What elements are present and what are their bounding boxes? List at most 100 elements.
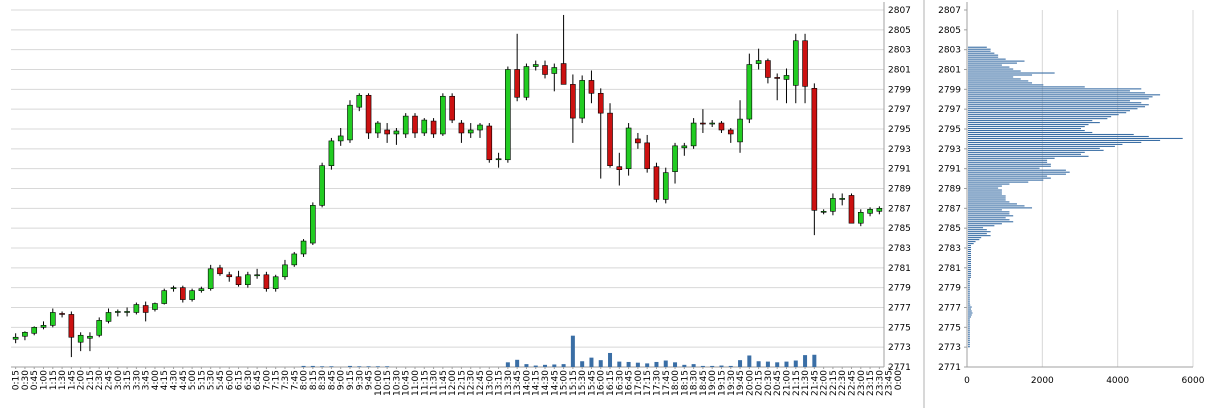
candle-body bbox=[105, 312, 112, 322]
profile-bar bbox=[968, 58, 1006, 60]
x-tick-label: 16:45 bbox=[625, 370, 635, 396]
x-tick-label: 12:00 bbox=[448, 370, 458, 396]
x-tick-label: 22:15 bbox=[829, 370, 839, 396]
profile-bar bbox=[968, 181, 1029, 183]
profile-bar bbox=[968, 268, 972, 270]
volume-bar bbox=[366, 366, 371, 367]
x-tick-label: 16:30 bbox=[615, 370, 625, 396]
x-tick-label: 5:15 bbox=[197, 370, 207, 390]
candle-body bbox=[458, 122, 465, 134]
profile-bar bbox=[968, 203, 1017, 205]
profile-bar bbox=[968, 207, 1033, 209]
candle-body bbox=[514, 69, 520, 98]
profile-bar bbox=[968, 314, 972, 316]
profile-bar bbox=[968, 157, 1055, 159]
x-tick-label: 8:30 bbox=[318, 370, 328, 390]
profile-bar bbox=[968, 213, 1010, 215]
profile-bar bbox=[968, 153, 1081, 155]
y-tick-label: 2807 bbox=[888, 6, 911, 16]
profile-bar bbox=[968, 308, 972, 310]
profile-bar bbox=[968, 161, 1048, 163]
candle-body bbox=[115, 311, 121, 313]
profile-bar bbox=[968, 225, 995, 227]
profile-bar bbox=[968, 80, 1029, 82]
profile-y-tick-label: 2781 bbox=[938, 264, 961, 274]
candle-body bbox=[421, 119, 428, 134]
candle-body bbox=[607, 112, 613, 166]
x-tick-label: 10:00 bbox=[374, 370, 384, 396]
profile-bar bbox=[968, 300, 970, 302]
profile-bar bbox=[968, 318, 970, 320]
profile-bar bbox=[968, 66, 1010, 68]
profile-bar bbox=[968, 90, 1130, 92]
x-tick-label: 2:00 bbox=[77, 370, 87, 390]
profile-bar bbox=[968, 217, 1006, 219]
x-tick-label: 3:15 bbox=[123, 370, 133, 390]
candle-body bbox=[337, 135, 344, 142]
x-tick-label: 17:45 bbox=[662, 370, 672, 396]
profile-bar bbox=[968, 227, 984, 229]
x-tick-label: 9:15 bbox=[346, 370, 356, 390]
volume-bar bbox=[765, 361, 770, 367]
volume-bar bbox=[654, 361, 659, 367]
candle-body bbox=[867, 209, 873, 214]
profile-bar bbox=[968, 50, 991, 52]
profile-x-tick-label: 4000 bbox=[1106, 376, 1129, 386]
profile-bar bbox=[968, 324, 970, 326]
x-tick-label: 14:00 bbox=[522, 370, 532, 396]
profile-bar bbox=[968, 229, 987, 231]
volume-bar bbox=[580, 361, 585, 367]
profile-y-tick-label: 2795 bbox=[938, 125, 961, 135]
candle-body bbox=[198, 288, 205, 291]
profile-bar bbox=[968, 245, 972, 247]
profile-bar bbox=[968, 149, 1104, 151]
candle-body bbox=[532, 64, 539, 67]
candle-body bbox=[263, 274, 270, 289]
profile-bar bbox=[968, 282, 970, 284]
profile-bar bbox=[968, 340, 970, 342]
profile-bar bbox=[968, 248, 972, 251]
profile-bar bbox=[968, 312, 973, 314]
volume-bar bbox=[719, 365, 724, 367]
x-tick-label: 11:00 bbox=[411, 370, 421, 396]
candle-body bbox=[690, 122, 697, 147]
x-tick-label: 4:00 bbox=[151, 370, 161, 390]
candle-body bbox=[235, 276, 242, 285]
candle-body bbox=[412, 115, 418, 134]
x-tick-label: 13:45 bbox=[513, 370, 523, 396]
x-tick-label: 4:30 bbox=[170, 370, 180, 390]
profile-bar bbox=[968, 201, 1010, 203]
profile-bar bbox=[968, 322, 970, 324]
profile-y-tick-label: 2803 bbox=[938, 46, 961, 56]
x-tick-label: 9:00 bbox=[337, 370, 347, 390]
profile-bar bbox=[968, 294, 970, 296]
candle-body bbox=[254, 274, 260, 277]
candlestick-chart: 2771 2773 2775 2777 2779 2781 2783 2785 2787 2789… bbox=[11, 0, 925, 408]
profile-bar bbox=[968, 135, 1149, 138]
x-tick-label: 8:45 bbox=[327, 370, 337, 390]
profile-bar bbox=[968, 92, 1146, 94]
profile-bar bbox=[968, 266, 972, 268]
profile-bar bbox=[968, 211, 1010, 213]
profile-bar bbox=[968, 254, 972, 257]
candle-body bbox=[523, 66, 530, 98]
y-tick-label: 2797 bbox=[888, 105, 911, 115]
profile-bar bbox=[968, 56, 999, 58]
x-tick-label: 12:30 bbox=[467, 370, 477, 396]
volume-bar bbox=[710, 365, 715, 367]
profile-bar bbox=[968, 173, 1066, 175]
profile-y-tick-label: 2777 bbox=[938, 304, 961, 314]
x-tick-label: 22:45 bbox=[847, 370, 857, 396]
x-tick-label: 9:30 bbox=[355, 370, 365, 390]
candle-body bbox=[161, 290, 168, 304]
x-tick-label: 23:00 bbox=[857, 370, 867, 396]
x-tick-label: 13:30 bbox=[504, 370, 514, 396]
profile-bar bbox=[968, 338, 970, 340]
volume-bar bbox=[728, 365, 733, 367]
candle-body bbox=[765, 60, 771, 78]
candle-body bbox=[272, 276, 279, 289]
x-tick-label: 7:15 bbox=[272, 370, 282, 390]
profile-y-tick-label: 2779 bbox=[938, 284, 961, 294]
profile-bar bbox=[968, 177, 1051, 179]
